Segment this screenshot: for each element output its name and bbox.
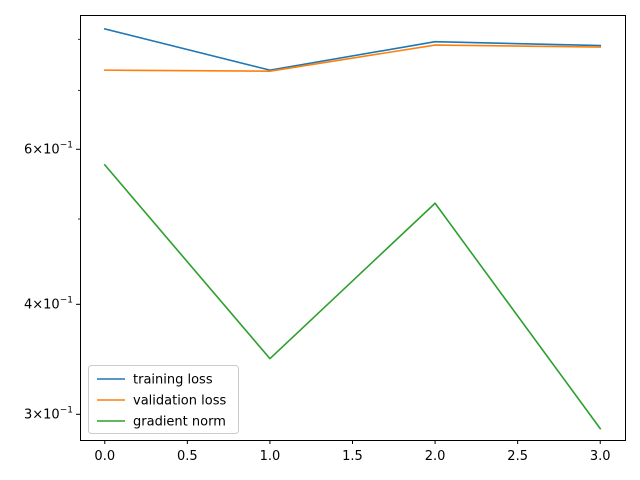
y-tick-label-mantissa: 6×10 [24, 142, 60, 157]
y-axis: 3×10−14×10−16×10−1 [24, 38, 80, 422]
x-tick-label-4: 2.0 [425, 449, 446, 464]
series-line-0 [103, 27, 602, 71]
x-tick-label-1: 0.5 [177, 449, 198, 464]
series-line-2 [103, 163, 602, 430]
y-tick-label-0: 3×10−1 [24, 405, 73, 422]
y-tick-label-mantissa: 3×10 [24, 407, 60, 422]
series-layer [103, 27, 602, 430]
y-tick-label-exponent: −1 [60, 295, 73, 305]
x-tick-label-3: 1.5 [342, 449, 363, 464]
legend-label-1: validation loss [133, 394, 226, 409]
x-axis: 0.0 0.5 1.0 1.5 2.0 2.5 3.0 [94, 440, 611, 464]
legend: training loss validation loss gradient nor… [88, 365, 239, 434]
x-tick-label-0: 0.0 [94, 449, 115, 464]
series-line-1 [103, 44, 602, 72]
legend-label-0: training loss [133, 373, 213, 388]
y-tick-label-2: 6×10−1 [24, 140, 73, 157]
y-tick-label-exponent: −1 [60, 140, 73, 150]
legend-label-2: gradient norm [133, 415, 226, 430]
x-tick-label-2: 1.0 [260, 449, 281, 464]
y-tick-label-mantissa: 4×10 [24, 297, 60, 312]
x-tick-label-6: 3.0 [590, 449, 611, 464]
legend-box [88, 365, 239, 434]
y-tick-label-exponent: −1 [60, 405, 73, 415]
y-tick-label-1: 4×10−1 [24, 295, 73, 312]
x-tick-label-5: 2.5 [507, 449, 528, 464]
